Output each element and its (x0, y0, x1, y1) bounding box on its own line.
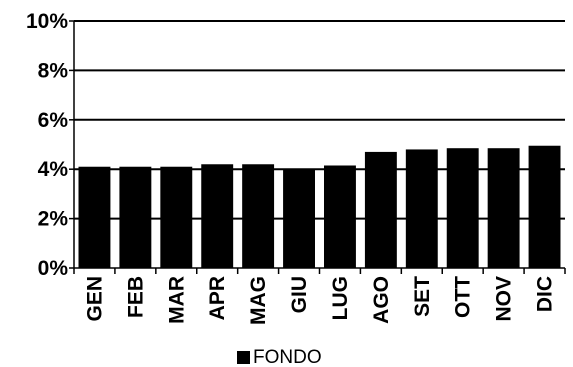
x-tick-label: GEN (83, 276, 106, 322)
bar (160, 166, 193, 268)
x-tick-label: OTT (452, 276, 475, 318)
bar (283, 169, 315, 268)
x-tick-label: FEB (124, 276, 147, 318)
y-tick-labels: 0% 2% 4% 6% 8% 10% (26, 10, 68, 280)
bar (324, 165, 356, 268)
x-tick-labels: GEN FEB MAR APR MAG GIU LUG AGO SET OTT NOV DIC (83, 276, 556, 325)
bar (446, 148, 479, 268)
x-tick-label: MAR (165, 276, 188, 324)
x-tick-label: AGO (370, 276, 393, 324)
legend: FONDO (237, 347, 322, 367)
gridlines (74, 20, 565, 220)
y-tick-label: 10% (26, 10, 68, 33)
axes (69, 20, 566, 274)
bar (405, 149, 438, 268)
legend-swatch (237, 351, 250, 364)
y-tick-label: 6% (38, 109, 69, 132)
legend-label: FONDO (253, 347, 322, 367)
y-tick-label: 4% (38, 158, 69, 181)
y-tick-label: 2% (38, 208, 69, 231)
bar (242, 164, 275, 268)
x-tick-label: APR (206, 276, 229, 320)
bar (364, 151, 397, 268)
x-tick-label: LUG (329, 276, 352, 320)
bar (528, 145, 561, 268)
x-tick-label: SET (411, 276, 434, 317)
y-tick-label: 0% (38, 257, 69, 280)
x-tick-label: GIU (288, 276, 311, 313)
x-tick-label: MAG (247, 276, 270, 325)
bar (78, 166, 111, 268)
x-tick-label: NOV (493, 276, 516, 322)
bar (201, 164, 234, 268)
y-tick-label: 8% (38, 59, 69, 82)
bars (78, 145, 561, 268)
x-tick-label: DIC (534, 276, 557, 312)
bar (119, 166, 152, 268)
bar (487, 148, 520, 268)
